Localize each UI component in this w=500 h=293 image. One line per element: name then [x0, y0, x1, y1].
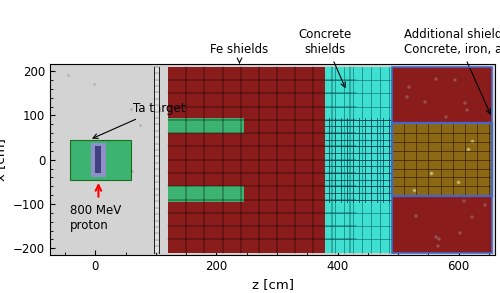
- Text: Fe shields: Fe shields: [210, 43, 268, 63]
- Text: 800 MeV
proton: 800 MeV proton: [70, 204, 121, 232]
- Bar: [168, 67, 356, 253]
- X-axis label: z [cm]: z [cm]: [252, 278, 294, 291]
- Bar: [444, 67, 492, 124]
- Text: Concrete
shields: Concrete shields: [299, 28, 352, 87]
- Text: Additional shields:
Concrete, iron, air: Additional shields: Concrete, iron, air: [404, 28, 500, 114]
- Bar: [392, 67, 492, 253]
- Bar: [326, 67, 392, 253]
- Bar: [444, 195, 492, 253]
- Bar: [168, 186, 244, 202]
- Bar: [96, 146, 102, 173]
- Bar: [154, 67, 159, 253]
- Bar: [70, 140, 130, 180]
- Bar: [392, 123, 492, 196]
- Bar: [70, 140, 130, 180]
- Bar: [168, 117, 244, 133]
- Text: Ta target: Ta target: [93, 102, 186, 138]
- Bar: [392, 124, 492, 195]
- Bar: [392, 195, 444, 253]
- Y-axis label: x [cm]: x [cm]: [0, 138, 8, 181]
- Bar: [90, 143, 106, 176]
- Bar: [392, 67, 444, 124]
- Bar: [392, 67, 492, 253]
